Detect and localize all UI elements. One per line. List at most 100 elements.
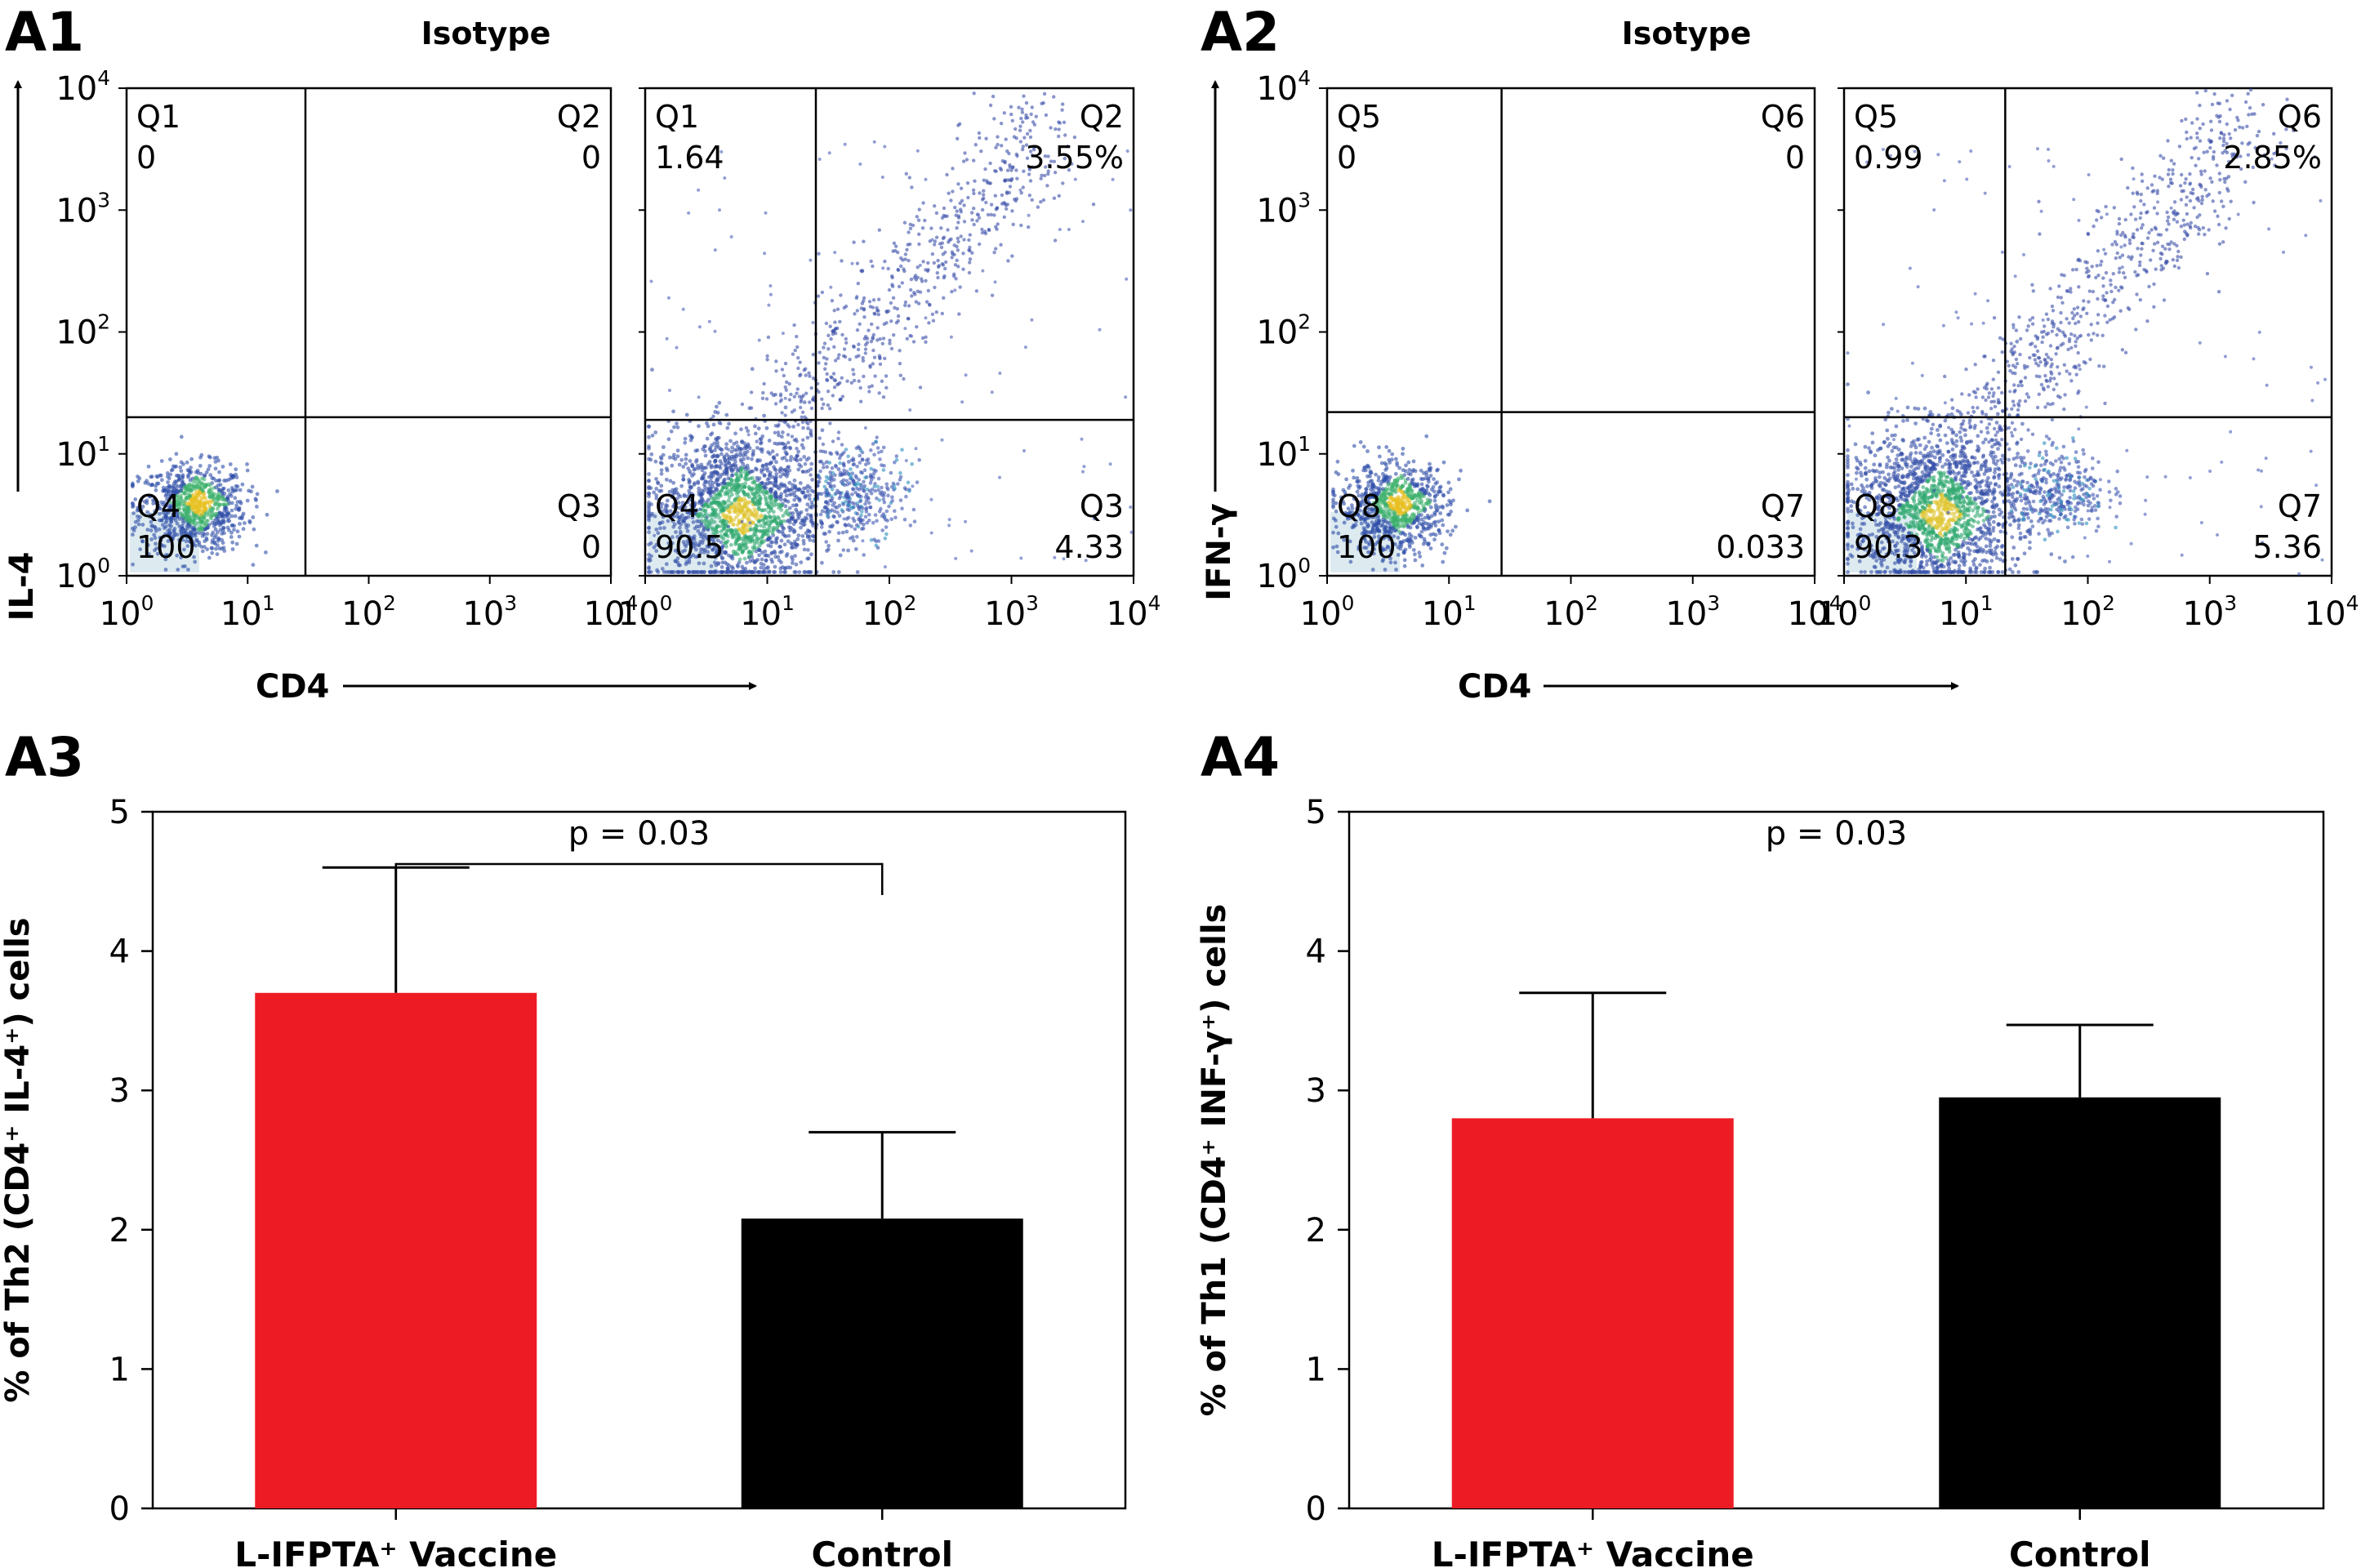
- event-dot: [889, 517, 893, 521]
- event-dot: [1042, 91, 1047, 96]
- tick-label: 104: [1256, 66, 1311, 108]
- event-dot: [890, 495, 894, 499]
- event-dot: [730, 473, 735, 478]
- quadrant-name: Q3: [557, 488, 601, 524]
- event-dot: [809, 258, 813, 262]
- event-dot: [794, 542, 798, 547]
- event-dot: [890, 283, 894, 287]
- event-dot: [1432, 537, 1437, 542]
- event-dot: [757, 483, 762, 487]
- event-dot: [844, 529, 849, 534]
- event-dot: [809, 518, 814, 523]
- event-dot: [647, 494, 651, 499]
- event-dot: [958, 285, 962, 289]
- event-dot: [709, 449, 714, 454]
- event-dot: [727, 457, 732, 461]
- tick-label: 103: [984, 591, 1039, 633]
- event-dot: [178, 510, 183, 515]
- event-dot: [841, 462, 846, 467]
- event-dot: [1063, 133, 1067, 137]
- event-dot: [999, 243, 1003, 247]
- event-dot: [809, 406, 814, 411]
- event-dot: [1008, 185, 1013, 189]
- event-dot: [875, 519, 879, 523]
- event-dot: [927, 321, 931, 325]
- event-dot: [1057, 120, 1061, 124]
- event-dot: [934, 310, 939, 314]
- event-dot: [1003, 161, 1007, 165]
- event-dot: [781, 532, 786, 537]
- tick-label: 102: [341, 591, 396, 633]
- event-dot: [977, 131, 982, 136]
- event-dot: [850, 261, 854, 265]
- event-dot: [884, 509, 889, 514]
- event-dot: [852, 372, 856, 376]
- event-dot: [727, 448, 731, 452]
- event-dot: [241, 527, 246, 532]
- event-dot: [816, 294, 821, 298]
- event-dot: [211, 493, 216, 498]
- event-dot: [940, 438, 944, 442]
- event-dot: [990, 293, 995, 297]
- event-dot: [897, 284, 902, 289]
- event-dot: [1445, 503, 1450, 507]
- event-dot: [1014, 152, 1019, 157]
- event-dot: [203, 523, 207, 528]
- event-dot: [862, 315, 866, 319]
- event-dot: [802, 400, 807, 404]
- event-dot: [894, 458, 899, 462]
- event-dot: [1442, 550, 1447, 555]
- event-dot: [791, 557, 795, 562]
- event-dot: [210, 476, 215, 480]
- event-dot: [713, 329, 717, 333]
- event-dot: [167, 500, 172, 504]
- event-dot: [788, 445, 792, 450]
- event-dot: [853, 312, 857, 316]
- event-dot: [1457, 477, 1461, 482]
- event-dot: [1391, 503, 1395, 508]
- event-dot: [756, 537, 760, 541]
- event-dot: [654, 527, 659, 532]
- event-dot: [675, 535, 680, 539]
- event-dot: [751, 452, 755, 457]
- event-dot: [953, 205, 957, 210]
- event-dot: [229, 514, 234, 519]
- event-dot: [936, 275, 940, 280]
- event-dot: [186, 568, 190, 572]
- event-dot: [186, 501, 191, 506]
- event-dot: [961, 267, 965, 271]
- event-dot: [662, 445, 666, 449]
- event-dot: [715, 404, 719, 409]
- event-dot: [930, 252, 935, 256]
- event-dot: [1331, 530, 1335, 535]
- event-dot: [889, 346, 894, 351]
- event-dot: [688, 459, 693, 463]
- event-dot: [649, 502, 653, 506]
- event-dot: [969, 211, 974, 215]
- event-dot: [163, 557, 168, 562]
- event-dot: [198, 501, 203, 506]
- event-dot: [693, 466, 697, 471]
- event-dot: [1018, 188, 1022, 192]
- event-dot: [805, 489, 810, 494]
- event-dots: [130, 434, 279, 572]
- event-dot: [898, 362, 902, 366]
- quadrant-value: 0: [581, 140, 601, 176]
- event-dot: [672, 425, 676, 430]
- event-dot: [1409, 519, 1413, 524]
- event-dot: [789, 392, 793, 397]
- event-dot: [943, 266, 947, 271]
- event-dot: [193, 532, 197, 537]
- event-dot: [773, 430, 777, 434]
- event-dot: [1348, 483, 1352, 488]
- event-dot: [1352, 443, 1357, 448]
- event-dot: [160, 523, 165, 528]
- event-dot: [875, 338, 880, 342]
- event-dot: [768, 515, 773, 519]
- event-dot: [786, 499, 791, 504]
- event-dot: [995, 206, 1000, 210]
- event-dot: [992, 117, 996, 121]
- event-dot: [2013, 563, 2018, 568]
- event-dot: [194, 477, 198, 482]
- event-dot: [1331, 489, 1335, 494]
